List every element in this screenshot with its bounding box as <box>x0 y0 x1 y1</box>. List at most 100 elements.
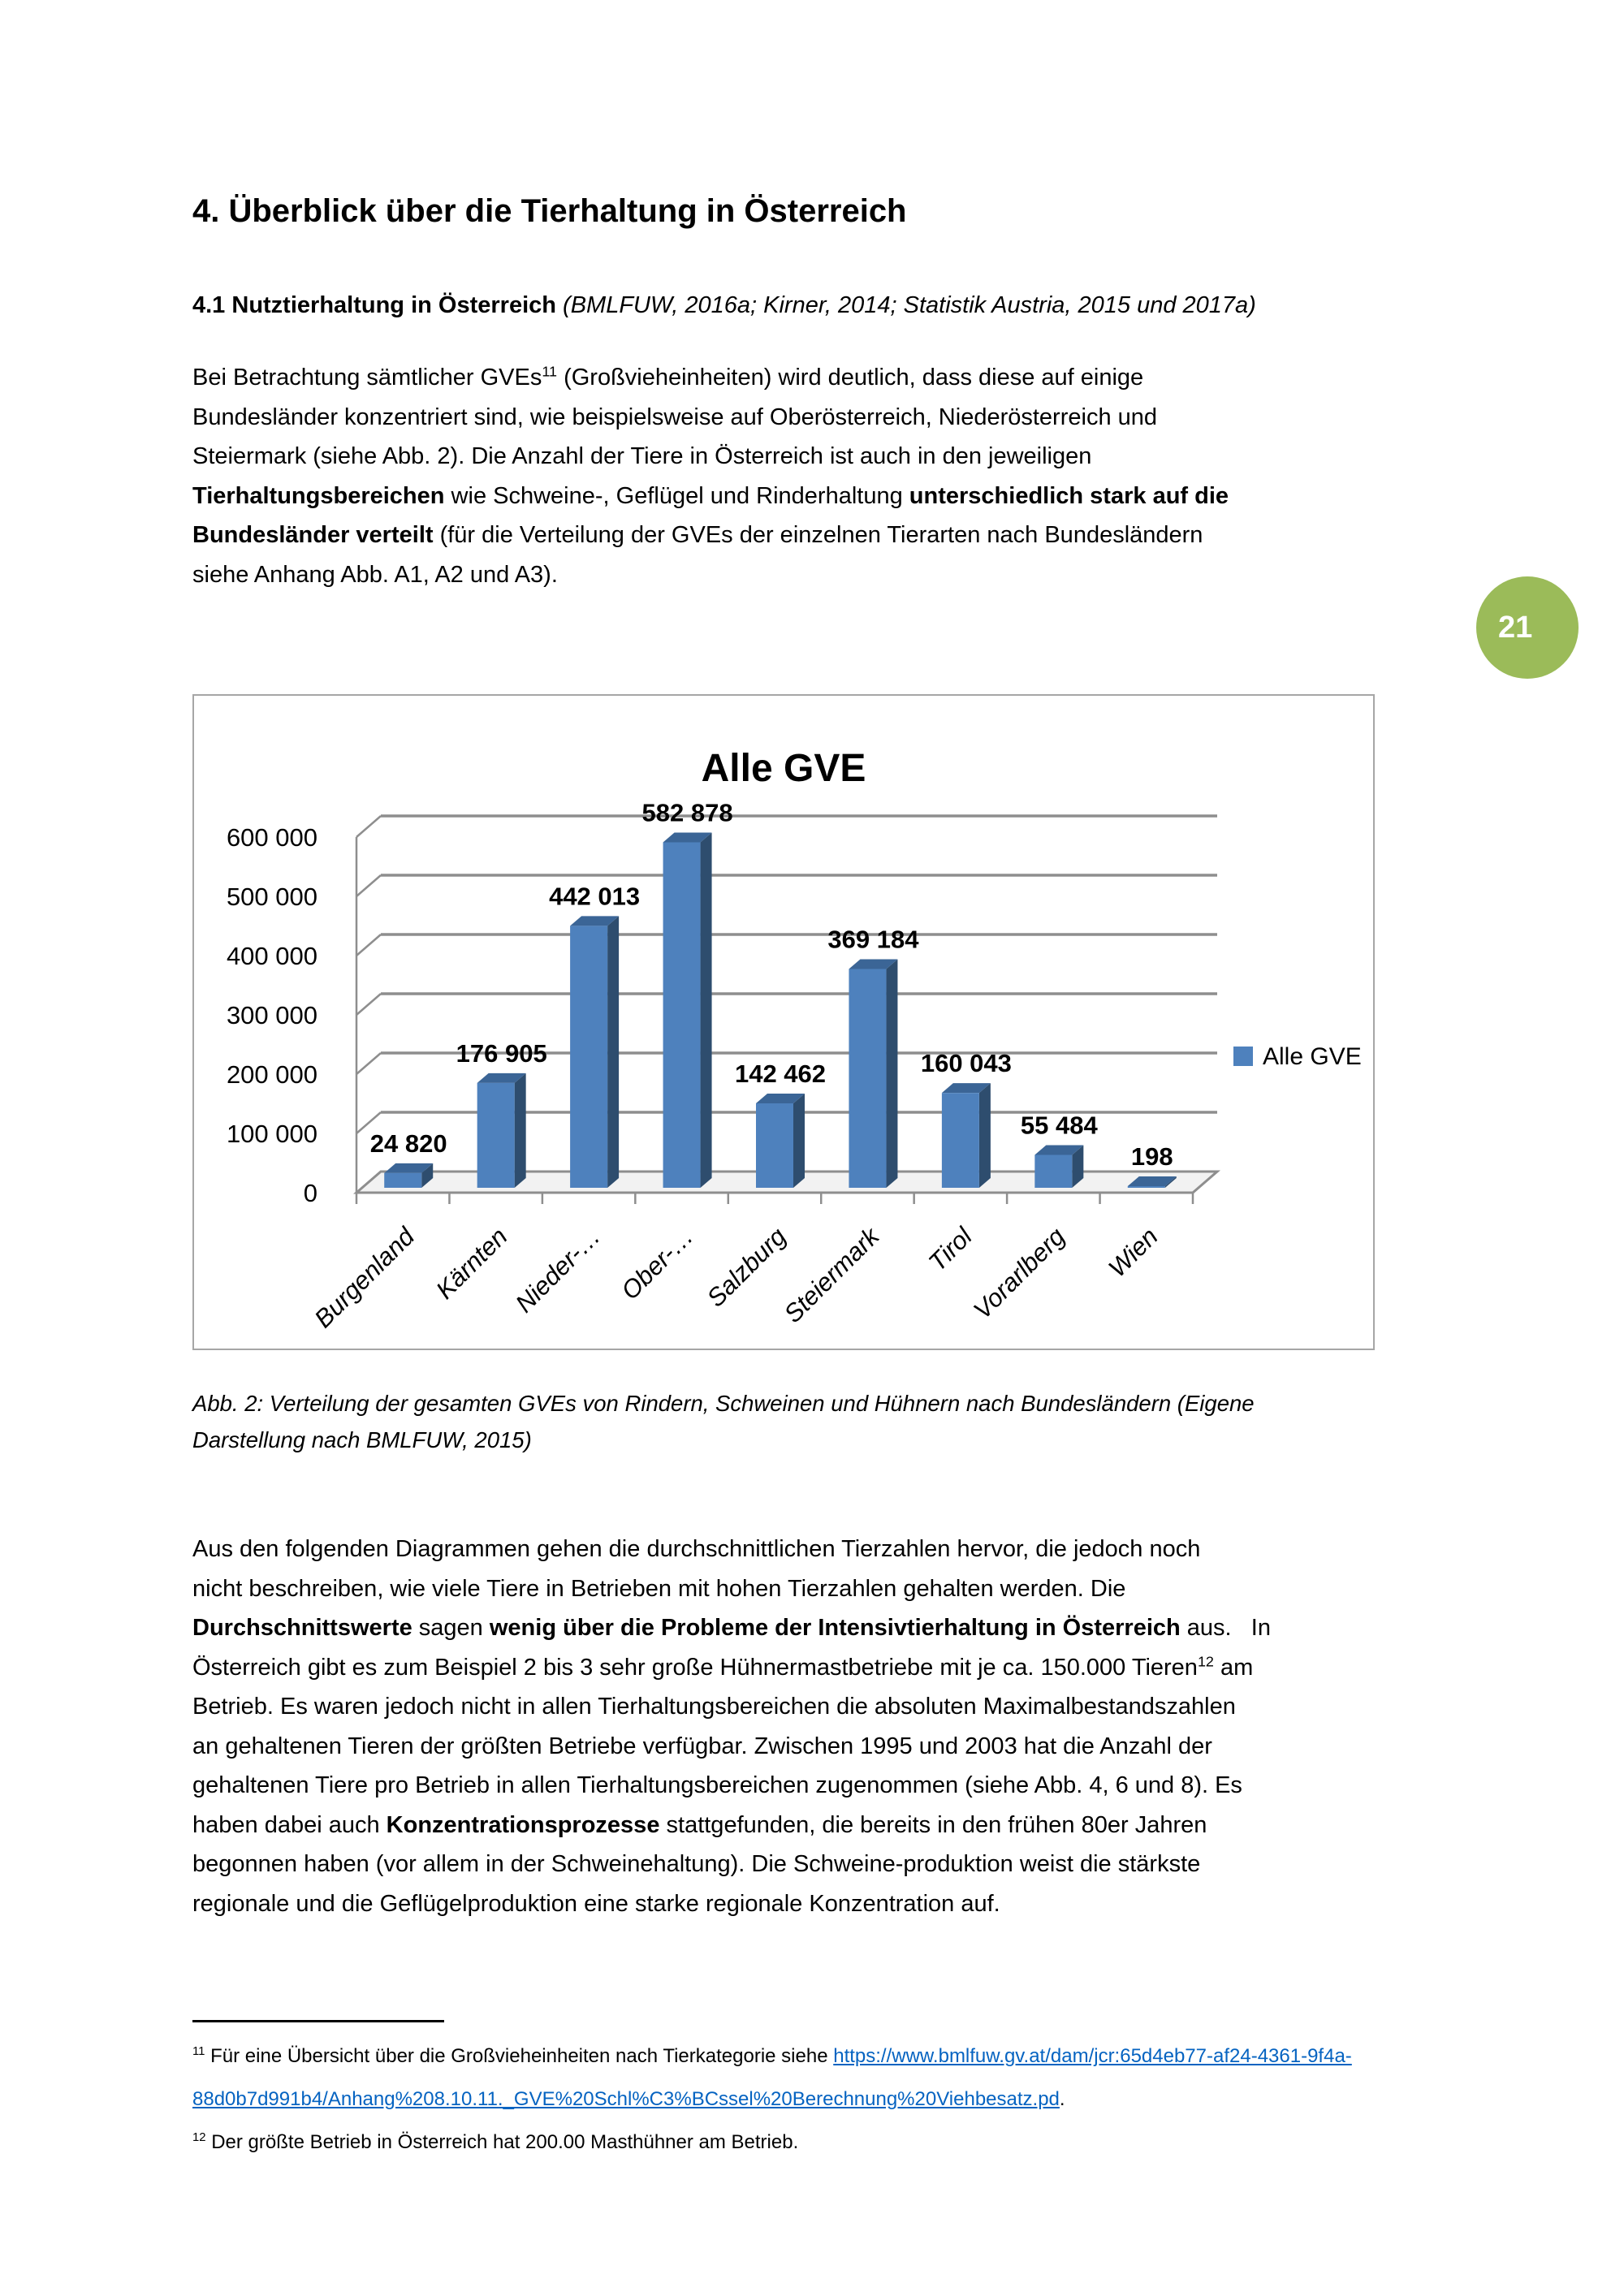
bar-side-face <box>886 959 898 1188</box>
text-line: Bundesländer konzentriert sind, wie beis… <box>192 398 1459 438</box>
bar-front-face <box>756 1103 793 1188</box>
text-run: wenig über die Probleme der Intensivtier… <box>489 1615 1181 1641</box>
text-line: regionale und die Geflügelproduktion ein… <box>192 1884 1459 1924</box>
bar-top-face <box>570 916 620 926</box>
page-number-badge: 21 <box>1476 576 1579 679</box>
text-run: Bundesländer konzentriert sind, wie beis… <box>192 404 1158 430</box>
text-run: (für die Verteilung der GVEs der einzeln… <box>433 522 1203 548</box>
category-label: Tirol <box>923 1221 978 1276</box>
category-label: Nieder-… <box>510 1222 606 1318</box>
bar-front-face <box>477 1082 515 1188</box>
bar <box>849 959 898 1188</box>
bar-side-face <box>607 916 620 1188</box>
category-label: Burgenland <box>309 1221 421 1333</box>
superscript-marker: 11 <box>542 363 558 380</box>
bar-top-face <box>756 1094 805 1104</box>
bar-side-face <box>793 1094 805 1188</box>
text-run: . <box>1059 2088 1065 2110</box>
bar-side-face <box>1164 1176 1177 1188</box>
text-run: wie Schweine-, Geflügel und Rinderhaltun… <box>444 482 909 509</box>
category-label: Vorarlberg <box>968 1222 1070 1324</box>
text-line: 12 Der größte Betrieb in Österreich hat … <box>192 2121 1459 2164</box>
y-axis-tick-label: 100 000 <box>227 1120 317 1148</box>
text-run: aus. In <box>1180 1615 1271 1641</box>
text-run: siehe Anhang Abb. A1, A2 und A3). <box>192 561 558 588</box>
text-run: regionale und die Geflügelproduktion ein… <box>192 1890 1000 1917</box>
text-run: Abb. 2: Verteilung der gesamten GVEs von… <box>192 1391 1255 1416</box>
text-line: begonnen haben (vor allem in der Schwein… <box>192 1845 1459 1884</box>
gridline-connector <box>356 1052 382 1075</box>
bar-front-face <box>570 926 608 1188</box>
text-run: haben dabei auch <box>192 1811 387 1838</box>
bar-side-face <box>700 832 712 1188</box>
bar <box>477 1072 526 1188</box>
y-axis-tick-label: 500 000 <box>227 883 317 911</box>
footnote-separator <box>192 2020 444 2022</box>
text-run: Darstellung nach BMLFUW, 2015) <box>192 1427 532 1452</box>
text-run: nicht beschreiben, wie viele Tiere in Be… <box>192 1575 1126 1602</box>
gridline-connector <box>356 1111 382 1134</box>
paragraph-1: Bei Betrachtung sämtlicher GVEs11 (Großv… <box>192 358 1459 594</box>
text-line: Bundesländer verteilt (für die Verteilun… <box>192 516 1459 555</box>
bar-front-face <box>941 1093 979 1188</box>
bar-front-face <box>663 842 701 1188</box>
bar <box>663 832 712 1188</box>
text-run: Österreich gibt es zum Beispiel 2 bis 3 … <box>192 1654 1198 1681</box>
text-line: an gehaltenen Tieren der größten Betrieb… <box>192 1727 1459 1767</box>
bar-side-face <box>514 1072 526 1188</box>
gridline-connector <box>356 993 382 1016</box>
superscript-marker: 12 <box>192 2131 206 2144</box>
bar-value-label: 24 820 <box>370 1129 447 1158</box>
category-label: Wien <box>1103 1222 1164 1283</box>
bar-value-label: 198 <box>1131 1142 1173 1171</box>
text-run: gehaltenen Tiere pro Betrieb in allen Ti… <box>192 1772 1242 1798</box>
text-line: siehe Anhang Abb. A1, A2 und A3). <box>192 555 1459 595</box>
figure-caption: Abb. 2: Verteilung der gesamten GVEs von… <box>192 1385 1459 1458</box>
text-run: Aus den folgenden Diagrammen gehen die d… <box>192 1536 1201 1562</box>
y-axis-tick-label: 300 000 <box>227 1001 317 1029</box>
text-line: Betrieb. Es waren jedoch nicht in allen … <box>192 1687 1459 1727</box>
text-line: gehaltenen Tiere pro Betrieb in allen Ti… <box>192 1766 1459 1806</box>
text-run: begonnen haben (vor allem in der Schwein… <box>192 1851 1201 1877</box>
text-run: unterschiedlich stark auf die <box>909 482 1229 509</box>
footnote-11: 11 Für eine Übersicht über die Großviehe… <box>192 2035 1459 2121</box>
subsection-citation: (BMLFUW, 2016a; Kirner, 2014; Statistik … <box>563 292 1256 318</box>
figure-gve-chart: Alle GVE 0 100 000 200 000 300 000 400 000 500… <box>192 694 1375 1350</box>
footnote-link[interactable]: 88d0b7d991b4/Anhang%208.10.11._GVE%20Sch… <box>192 2088 1060 2110</box>
legend-swatch <box>1233 1047 1253 1066</box>
text-run: Durchschnittswerte <box>192 1615 412 1641</box>
bar-value-label: 369 184 <box>827 925 919 953</box>
text-line: 11 Für eine Übersicht über die Großviehe… <box>192 2035 1459 2078</box>
text-line: Darstellung nach BMLFUW, 2015) <box>192 1422 1459 1458</box>
text-run: sagen <box>412 1615 490 1641</box>
text-line: Steiermark (siehe Abb. 2). Die Anzahl de… <box>192 437 1459 477</box>
bar-value-label: 55 484 <box>1021 1111 1099 1139</box>
text-line: nicht beschreiben, wie viele Tiere in Be… <box>192 1569 1459 1609</box>
superscript-marker: 12 <box>1197 1652 1214 1669</box>
bar-front-face <box>1034 1154 1073 1188</box>
bar-top-face <box>1034 1145 1084 1155</box>
bar-side-face <box>978 1083 991 1188</box>
gridline-connector <box>356 815 382 838</box>
bar-top-face <box>384 1163 434 1173</box>
bar-front-face <box>849 969 887 1188</box>
bar-value-label: 176 905 <box>456 1039 547 1068</box>
text-run: an gehaltenen Tieren der größten Betrieb… <box>192 1733 1212 1759</box>
text-run: Tierhaltungsbereichen <box>192 482 445 509</box>
subsection-heading: 4.1 Nutztierhaltung in Österreich (BMLFU… <box>192 292 1459 319</box>
bar <box>1127 1176 1177 1188</box>
bar-front-face <box>1127 1186 1165 1188</box>
bar-top-face <box>1127 1176 1177 1186</box>
gridline-connector <box>356 874 382 897</box>
bar <box>384 1163 434 1188</box>
gve-bar-chart: Alle GVE 0 100 000 200 000 300 000 400 000 500… <box>227 747 1362 1333</box>
text-run: Bundesländer verteilt <box>192 522 434 548</box>
bar-top-face <box>849 959 898 969</box>
text-run: Für eine Übersicht über die Großvieheinh… <box>205 2045 834 2067</box>
text-line: Österreich gibt es zum Beispiel 2 bis 3 … <box>192 1648 1459 1688</box>
footnote-link[interactable]: https://www.bmlfuw.gv.at/dam/jcr:65d4eb7… <box>833 2045 1352 2067</box>
text-run: am <box>1213 1654 1254 1681</box>
bar-side-face <box>1072 1145 1084 1188</box>
text-line: Aus den folgenden Diagrammen gehen die d… <box>192 1530 1459 1569</box>
gridline-connector <box>356 934 382 956</box>
